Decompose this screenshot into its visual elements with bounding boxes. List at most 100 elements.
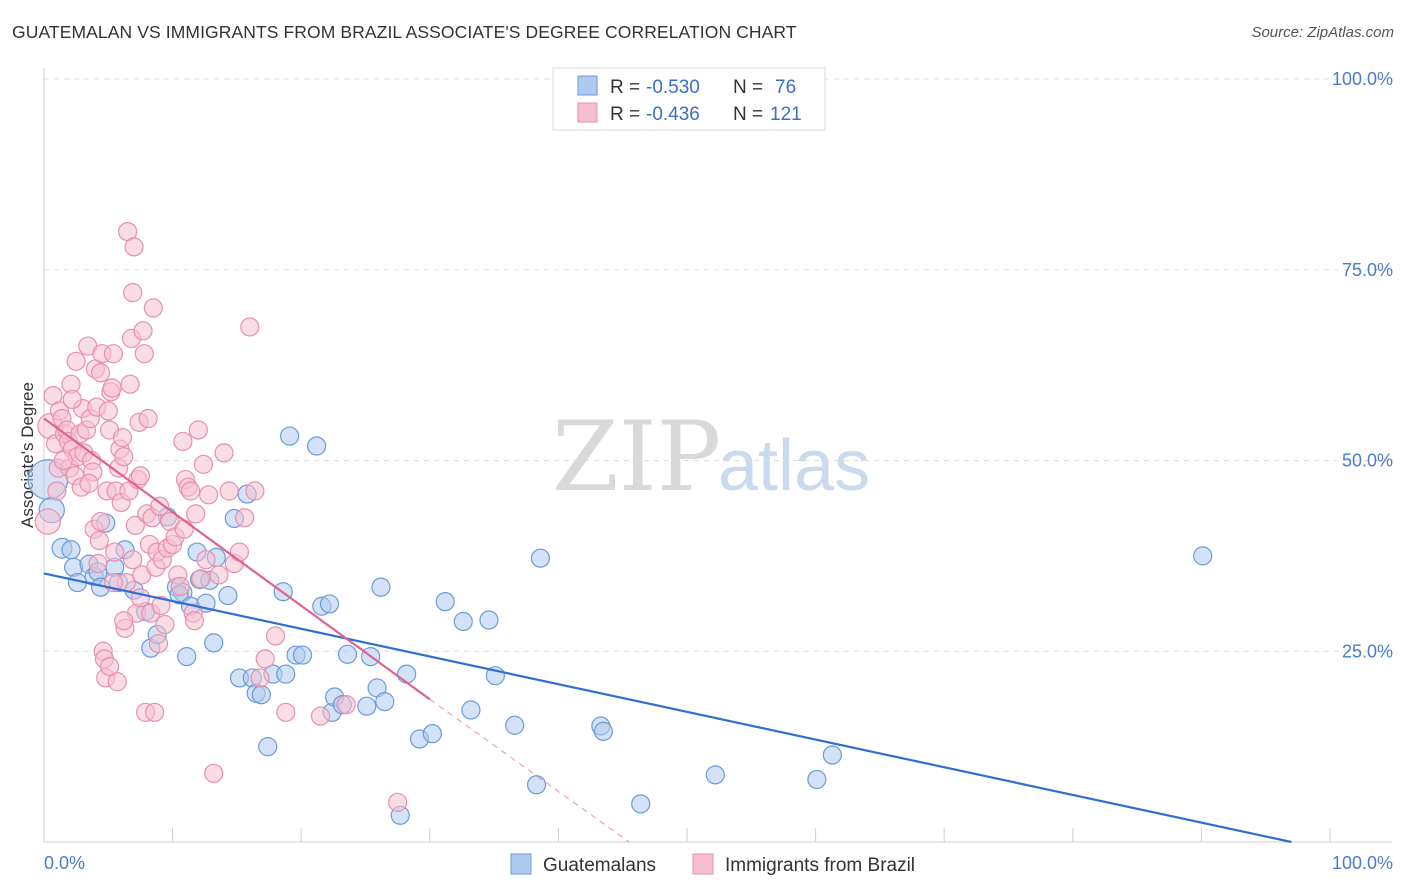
point-brazil (143, 298, 163, 318)
point-guatemalans (204, 633, 224, 653)
legend-swatch-guatemalans (577, 75, 598, 96)
point-guatemalans (319, 594, 340, 614)
legend-n-label-2: N = (733, 104, 763, 125)
point-brazil (90, 511, 111, 532)
point-brazil (193, 454, 214, 474)
point-brazil (336, 695, 356, 715)
point-brazil (204, 763, 224, 783)
point-brazil (150, 496, 170, 516)
source-label: Source: ZipAtlas.com (1251, 24, 1394, 41)
point-brazil (235, 508, 255, 528)
point-guatemalans (822, 745, 842, 765)
y-tick-label: 50.0% (1342, 451, 1393, 471)
point-guatemalans (218, 585, 238, 606)
legend-swatch-brazil (577, 102, 598, 123)
trend-lines (43, 417, 1292, 844)
x-tick-label-max: 100.0% (1332, 853, 1393, 873)
legend-r-value-2: -0.436 (646, 104, 700, 125)
point-brazil (173, 431, 193, 452)
y-tick-label: 25.0% (1342, 641, 1393, 661)
point-guatemalans (593, 721, 614, 741)
trendline-brazil (43, 417, 431, 701)
trendline-guatemalans (43, 572, 1292, 844)
point-guatemalans (526, 775, 547, 795)
legend-r-value-1: -0.530 (646, 77, 700, 98)
point-guatemalans (357, 696, 377, 716)
point-guatemalans (258, 737, 278, 757)
point-brazil (98, 401, 118, 421)
point-guatemalans (435, 592, 455, 612)
point-guatemalans (505, 715, 525, 735)
point-brazil (102, 378, 122, 398)
point-brazil (265, 626, 286, 646)
point-brazil (89, 531, 109, 551)
point-brazil (214, 443, 234, 463)
point-brazil (112, 428, 133, 448)
point-brazil (151, 595, 171, 616)
legend-frame (552, 67, 826, 131)
point-brazil (155, 614, 175, 635)
point-guatemalans (422, 724, 442, 744)
chart-title: GUATEMALAN VS IMMIGRANTS FROM BRAZIL ASS… (12, 22, 797, 42)
x-axis-ticks (172, 828, 1331, 842)
point-brazil (388, 792, 408, 812)
y-tick-label: 75.0% (1342, 260, 1393, 280)
y-tick-label: 100.0% (1332, 69, 1393, 89)
legend-r-label-1: R = (610, 77, 640, 98)
point-brazil (123, 550, 143, 570)
point-brazil (196, 550, 216, 570)
point-brazil (250, 668, 270, 688)
point-brazil (34, 508, 62, 535)
point-guatemalans (276, 664, 296, 684)
point-guatemalans (251, 685, 271, 705)
point-brazil (219, 481, 239, 501)
point-brazil (133, 321, 153, 341)
bottom-legend-swatch-guatemalans (510, 853, 532, 875)
point-brazil (53, 450, 73, 471)
point-guatemalans (479, 610, 499, 630)
point-brazil (138, 408, 158, 429)
point-brazil (105, 542, 125, 562)
y-axis-label: Associate's Degree (18, 382, 37, 528)
point-brazil (310, 706, 331, 726)
point-brazil (120, 374, 140, 394)
watermark-zip: ZIP (552, 401, 721, 513)
x-tick-label-min: 0.0% (44, 853, 85, 873)
axes (43, 68, 1392, 843)
point-guatemalans (705, 765, 725, 785)
point-brazil (174, 519, 194, 539)
point-brazil (99, 656, 120, 677)
point-guatemalans (292, 645, 313, 665)
point-brazil (123, 283, 143, 303)
point-brazil (188, 420, 208, 440)
watermark: ZIP atlas (552, 401, 870, 513)
point-brazil (199, 485, 219, 505)
point-brazil (130, 466, 151, 486)
point-guatemalans (280, 426, 300, 446)
point-brazil (90, 363, 111, 383)
point-brazil (245, 481, 265, 501)
point-guatemalans (337, 644, 358, 664)
series-brazil-points (34, 222, 408, 812)
legend-n-label-1: N = (733, 77, 763, 98)
point-guatemalans (1193, 546, 1213, 566)
legend-n-value-2: 121 (770, 104, 802, 125)
legend-r-label-2: R = (610, 104, 640, 125)
point-brazil (47, 481, 67, 501)
point-brazil (134, 344, 154, 364)
point-brazil (114, 611, 134, 631)
point-guatemalans (461, 700, 481, 720)
trendline-brazil-extension (429, 698, 630, 843)
point-brazil (66, 351, 86, 371)
point-guatemalans (61, 540, 81, 560)
point-brazil (103, 344, 124, 364)
y-tick-labels: 25.0% 50.0% 75.0% 100.0% (1332, 69, 1393, 661)
point-brazil (181, 481, 201, 501)
bottom-legend-swatch-brazil (692, 853, 714, 875)
point-brazil (240, 317, 260, 337)
point-brazil (209, 565, 229, 585)
bottom-legend: Guatemalans Immigrants from Brazil (510, 853, 915, 876)
point-brazil (170, 576, 190, 596)
point-brazil (191, 569, 211, 589)
legend-n-value-1: 76 (775, 77, 796, 98)
